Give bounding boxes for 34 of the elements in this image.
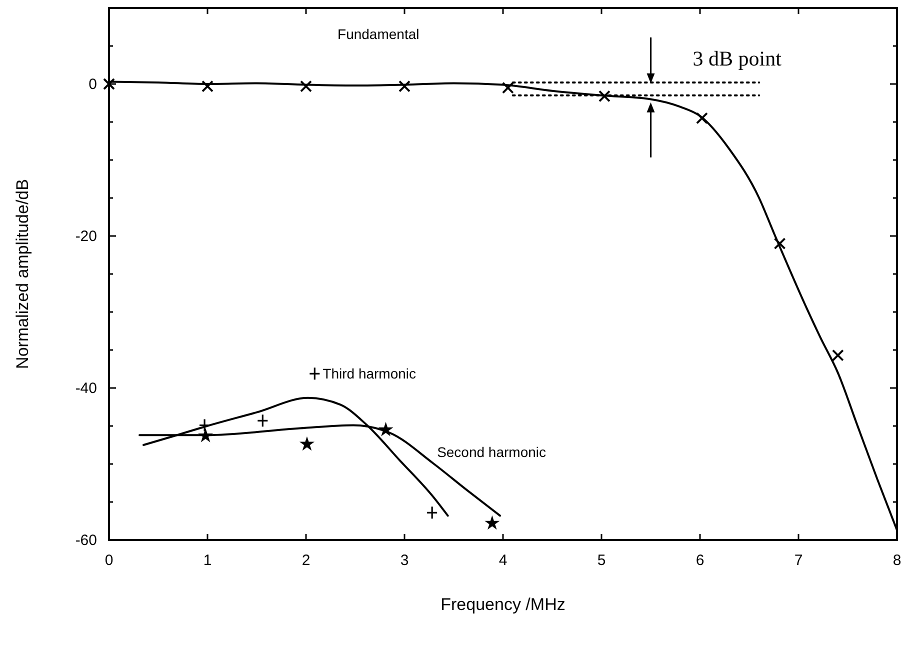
- annotation: 3 dB point: [692, 46, 782, 70]
- x-tick-label: 8: [892, 552, 902, 569]
- x-tick-label: 4: [498, 552, 508, 569]
- x-tick-label: 0: [104, 552, 114, 569]
- legend-label: Third harmonic: [322, 366, 416, 382]
- point: [502, 82, 514, 94]
- text: Fundamental: [338, 26, 420, 42]
- y-tick-label: -60: [75, 532, 97, 549]
- series-label: Second harmonic: [437, 444, 546, 460]
- point: [198, 428, 214, 442]
- point: [198, 418, 210, 432]
- x-tick-label: 2: [302, 552, 310, 569]
- x-tick-label: 1: [203, 552, 212, 569]
- point: [300, 80, 312, 92]
- point: [832, 349, 844, 362]
- point: [378, 422, 394, 436]
- x-tick-label: 7: [794, 552, 803, 569]
- y-tick-label: -20: [75, 228, 97, 245]
- y-tick-label: 0: [88, 76, 97, 93]
- x-tick-label: 3: [400, 552, 409, 569]
- x-axis-title: Frequency /MHz: [440, 595, 566, 614]
- point: [426, 506, 438, 520]
- point: [299, 436, 314, 451]
- x-tick-label: 5: [597, 552, 606, 569]
- point: [774, 238, 786, 250]
- point: [696, 112, 708, 124]
- y-tick-label: -40: [75, 380, 97, 397]
- point: [202, 80, 214, 92]
- point: [398, 80, 410, 92]
- point: [484, 515, 500, 530]
- y-axis-title: Normalized amplitude/dB: [13, 179, 32, 369]
- point: [256, 414, 268, 428]
- point: [598, 90, 610, 102]
- x-tick-label: 6: [696, 552, 704, 569]
